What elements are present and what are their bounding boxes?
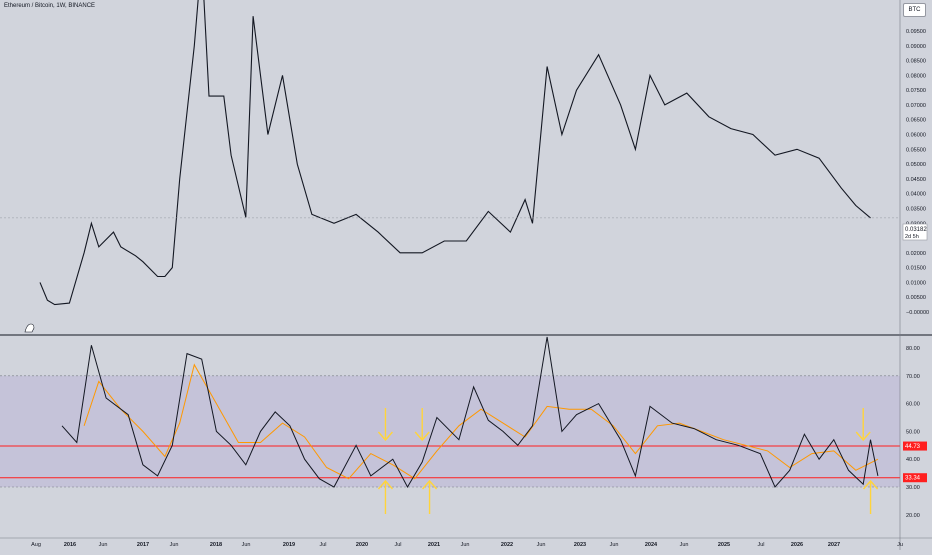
rsi-pane[interactable]: 80.00 70.00 60.00 50.00 40.00 30.00 20.00 44.7… xyxy=(0,336,927,519)
rsi-tick-label: 60.00 xyxy=(906,402,920,408)
time-tick-label: 2026 xyxy=(791,542,803,548)
down-arrow-icon xyxy=(377,408,393,442)
price-tick-label: 0.04500 xyxy=(906,177,926,183)
time-tick-label: Jun xyxy=(680,542,689,548)
time-tick-label: Jun xyxy=(610,542,619,548)
price-tick-label: 0.06000 xyxy=(906,133,926,139)
price-tick-label: 0.07500 xyxy=(906,88,926,94)
time-tick-label: 2024 xyxy=(645,542,658,548)
rsi-tick-label: 40.00 xyxy=(906,457,920,463)
time-tick-label: 2020 xyxy=(356,542,368,548)
rsi-level-upper-label: 44.73 xyxy=(905,444,921,450)
up-arrow-icon xyxy=(422,479,438,514)
rsi-tick-label: 50.00 xyxy=(906,429,920,435)
price-tick-label: 0.01500 xyxy=(906,266,926,272)
price-tick-label: 0.09500 xyxy=(906,29,926,35)
down-arrow-icon xyxy=(414,408,430,442)
last-price-tag: 0.03182 2d 5h xyxy=(902,223,927,241)
time-tick-label: 2022 xyxy=(501,542,513,548)
price-tick-label: 0.03500 xyxy=(906,207,926,213)
rsi-tick-label: 20.00 xyxy=(906,513,920,519)
price-tick-label: 0.02000 xyxy=(906,251,926,257)
annotation-arrows xyxy=(377,408,879,514)
time-tick-label: Jul xyxy=(394,542,401,548)
tradingview-logo xyxy=(24,323,35,333)
time-tick-label: 2027 xyxy=(828,542,840,548)
time-tick-label: Jun xyxy=(537,542,546,548)
price-tick-label: 0.04000 xyxy=(906,192,926,198)
currency-unit-button[interactable]: BTC xyxy=(903,3,926,17)
price-tick-label: 0.01000 xyxy=(906,280,926,286)
rsi-line xyxy=(61,336,879,489)
price-pane[interactable]: 0.09500 0.09000 0.08500 0.08000 0.07500 0.070… xyxy=(0,0,929,333)
rsi-axis: 80.00 70.00 60.00 50.00 40.00 30.00 20.00 xyxy=(906,346,920,519)
price-tick-label: 0.07000 xyxy=(906,103,926,109)
time-tick-label: 2023 xyxy=(574,542,586,548)
time-tick-label: Jun xyxy=(242,542,251,548)
up-arrow-icon xyxy=(863,479,879,514)
time-tick-label: 2019 xyxy=(283,542,295,548)
time-tick-label: Jul xyxy=(757,542,764,548)
price-tick-label: 0.05000 xyxy=(906,162,926,168)
price-tick-label: 0.05500 xyxy=(906,147,926,153)
price-tick-label: 0.06500 xyxy=(906,118,926,124)
chart-title: Ethereum / Bitcoin, 1W, BINANCE xyxy=(4,3,96,9)
down-arrow-icon xyxy=(855,408,871,442)
time-tick-label: 2025 xyxy=(718,542,730,548)
price-tick-label: −0.00000 xyxy=(906,310,929,316)
time-tick-label: Jul xyxy=(319,542,326,548)
time-tick-label: Jun xyxy=(170,542,179,548)
price-series-line xyxy=(39,0,871,306)
time-tick-label: Jun xyxy=(99,542,108,548)
time-axis[interactable]: Aug 2016 Jun 2017 Jun 2018 Jun 2019 Jul 2020 Jul 20… xyxy=(31,542,903,548)
time-tick-label: Jun xyxy=(461,542,470,548)
bar-countdown-label: 2d 5h xyxy=(905,234,919,240)
rsi-tick-label: 80.00 xyxy=(906,346,920,352)
time-tick-label: 2017 xyxy=(137,542,149,548)
time-tick-label: 2016 xyxy=(64,542,76,548)
rsi-ma-line xyxy=(83,363,879,480)
rsi-tick-label: 70.00 xyxy=(906,374,920,380)
time-tick-label: Aug xyxy=(31,542,41,548)
rsi-level-upper-tag: 44.73 xyxy=(903,441,927,451)
rsi-level-lower-label: 33.34 xyxy=(905,476,921,482)
time-tick-label: Ju xyxy=(897,542,903,548)
price-tick-label: 0.08500 xyxy=(906,59,926,65)
time-tick-label: 2018 xyxy=(210,542,222,548)
rsi-tick-label: 30.00 xyxy=(906,485,920,491)
last-price-label: 0.03182 xyxy=(905,227,927,233)
up-arrow-icon xyxy=(377,479,393,514)
rsi-level-lower-tag: 33.34 xyxy=(903,473,927,483)
price-tick-label: 0.09000 xyxy=(906,44,926,50)
price-tick-label: 0.00500 xyxy=(906,295,926,301)
price-tick-label: 0.08000 xyxy=(906,73,926,79)
time-tick-label: 2021 xyxy=(428,542,440,548)
